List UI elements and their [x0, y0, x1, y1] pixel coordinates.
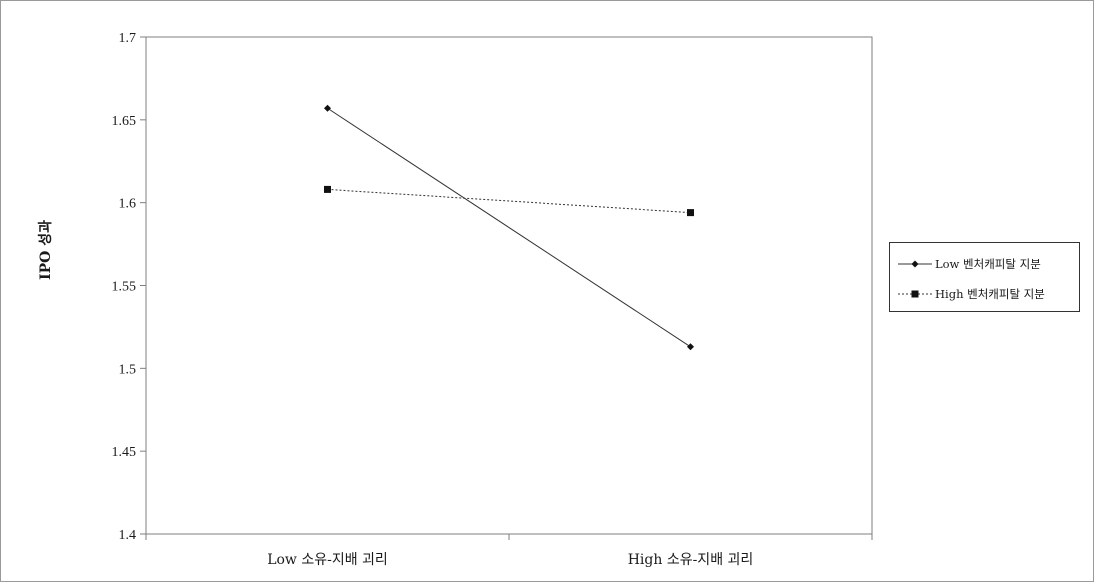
series-layer: [324, 104, 694, 351]
y-tick-label: 1.45: [112, 445, 137, 460]
x-tick-label: Low 소유-지배 괴리: [267, 552, 388, 568]
y-tick-label: 1.5: [119, 362, 137, 377]
data-point-square: [687, 209, 694, 217]
series-line-low-vc: [327, 107, 691, 348]
data-point-diamond: [687, 343, 694, 351]
y-tick-label: 1.6: [119, 197, 137, 212]
plot-area: [145, 36, 873, 535]
y-tick-label: 1.55: [112, 280, 137, 295]
y-tick-label: 1.65: [112, 114, 137, 129]
legend-item-high-vc: High 벤처캐피탈 지분: [898, 286, 1045, 302]
data-point-square: [324, 185, 331, 193]
y-tick-label: 1.7: [119, 31, 137, 46]
x-axis-ticks: Low 소유-지배 괴리 High 소유-지배 괴리: [145, 534, 873, 568]
series-line-high-vc: [327, 188, 691, 214]
legend: Low 벤처캐피탈 지분 High 벤처캐피탈 지분: [889, 242, 1080, 312]
y-axis-title: IPO 성과: [38, 220, 54, 280]
y-tick-label: 1.4: [119, 528, 137, 543]
legend-marker-dashed-square: [898, 290, 932, 298]
legend-label-high-vc: High 벤처캐피탈 지분: [935, 287, 1045, 301]
data-point-diamond: [324, 104, 331, 112]
legend-marker-solid-diamond: [898, 260, 932, 268]
legend-item-low-vc: Low 벤처캐피탈 지분: [898, 256, 1041, 272]
y-axis-ticks: 1.4 1.45 1.5 1.55 1.6 1.65 1.7: [112, 31, 146, 543]
x-tick-label: High 소유-지배 괴리: [628, 552, 754, 568]
legend-label-low-vc: Low 벤처캐피탈 지분: [935, 257, 1041, 271]
